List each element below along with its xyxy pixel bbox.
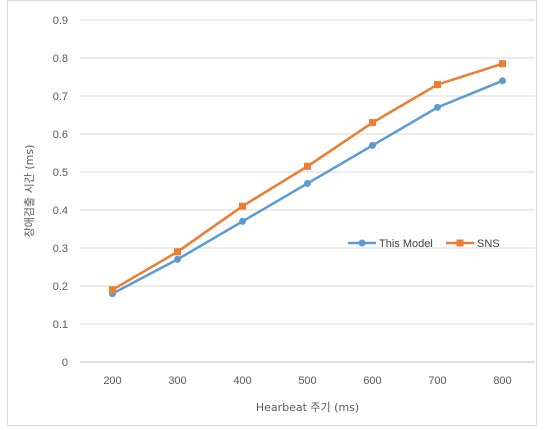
y-tick-label: 0.9 <box>53 15 68 27</box>
x-tick-label: 700 <box>428 375 446 387</box>
data-point <box>174 248 181 256</box>
data-point <box>109 286 116 294</box>
series-sns <box>109 60 506 294</box>
y-tick-label: 0.4 <box>53 205 68 217</box>
y-tick-label: 0.7 <box>53 91 68 103</box>
x-tick-label: 800 <box>493 375 511 387</box>
x-axis-title: Hearbeat 주기 (ms) <box>256 401 359 414</box>
y-tick-label: 0.3 <box>53 243 68 255</box>
y-axis-title: 장애검출 시간 (ms) <box>23 145 36 238</box>
x-tick-label: 300 <box>168 375 186 387</box>
y-tick-label: 0 <box>62 357 68 369</box>
legend-item: This Model <box>348 238 433 250</box>
data-point <box>369 119 376 127</box>
legend-item: SNS <box>446 238 500 250</box>
y-tick-label: 0.6 <box>53 129 68 141</box>
data-point <box>304 162 311 170</box>
x-tick-label: 600 <box>363 375 381 387</box>
x-tick-labels: 200 300 400 500 600 700 800 <box>103 375 511 387</box>
data-point <box>174 255 181 263</box>
series-this-model <box>109 77 506 298</box>
legend-marker <box>358 239 366 247</box>
x-tick-label: 400 <box>233 375 251 387</box>
y-tick-label: 0.1 <box>53 319 68 331</box>
y-tick-label: 0.8 <box>53 53 68 65</box>
x-tick-label: 500 <box>298 375 316 387</box>
y-tick-label: 0.2 <box>53 281 68 293</box>
legend-marker <box>456 239 464 247</box>
data-point <box>369 141 376 149</box>
data-point <box>434 103 441 111</box>
series-line <box>111 79 503 295</box>
y-tick-labels: 0 0.1 0.2 0.3 0.4 0.5 0.6 0.7 0.8 0.9 <box>53 15 68 369</box>
y-tick-label: 0.5 <box>53 167 68 179</box>
data-point <box>499 60 506 68</box>
legend-label: This Model <box>379 238 433 250</box>
data-point <box>304 179 311 187</box>
series-line <box>111 62 503 291</box>
legend: This Model SNS <box>348 238 500 250</box>
gridlines <box>80 19 535 363</box>
data-point <box>239 217 246 225</box>
legend-label: SNS <box>477 238 500 250</box>
series-group <box>109 60 506 298</box>
chart-frame <box>7 0 537 426</box>
data-point <box>499 77 506 85</box>
x-tick-label: 200 <box>103 375 121 387</box>
data-point <box>239 202 246 210</box>
data-point <box>434 81 441 89</box>
